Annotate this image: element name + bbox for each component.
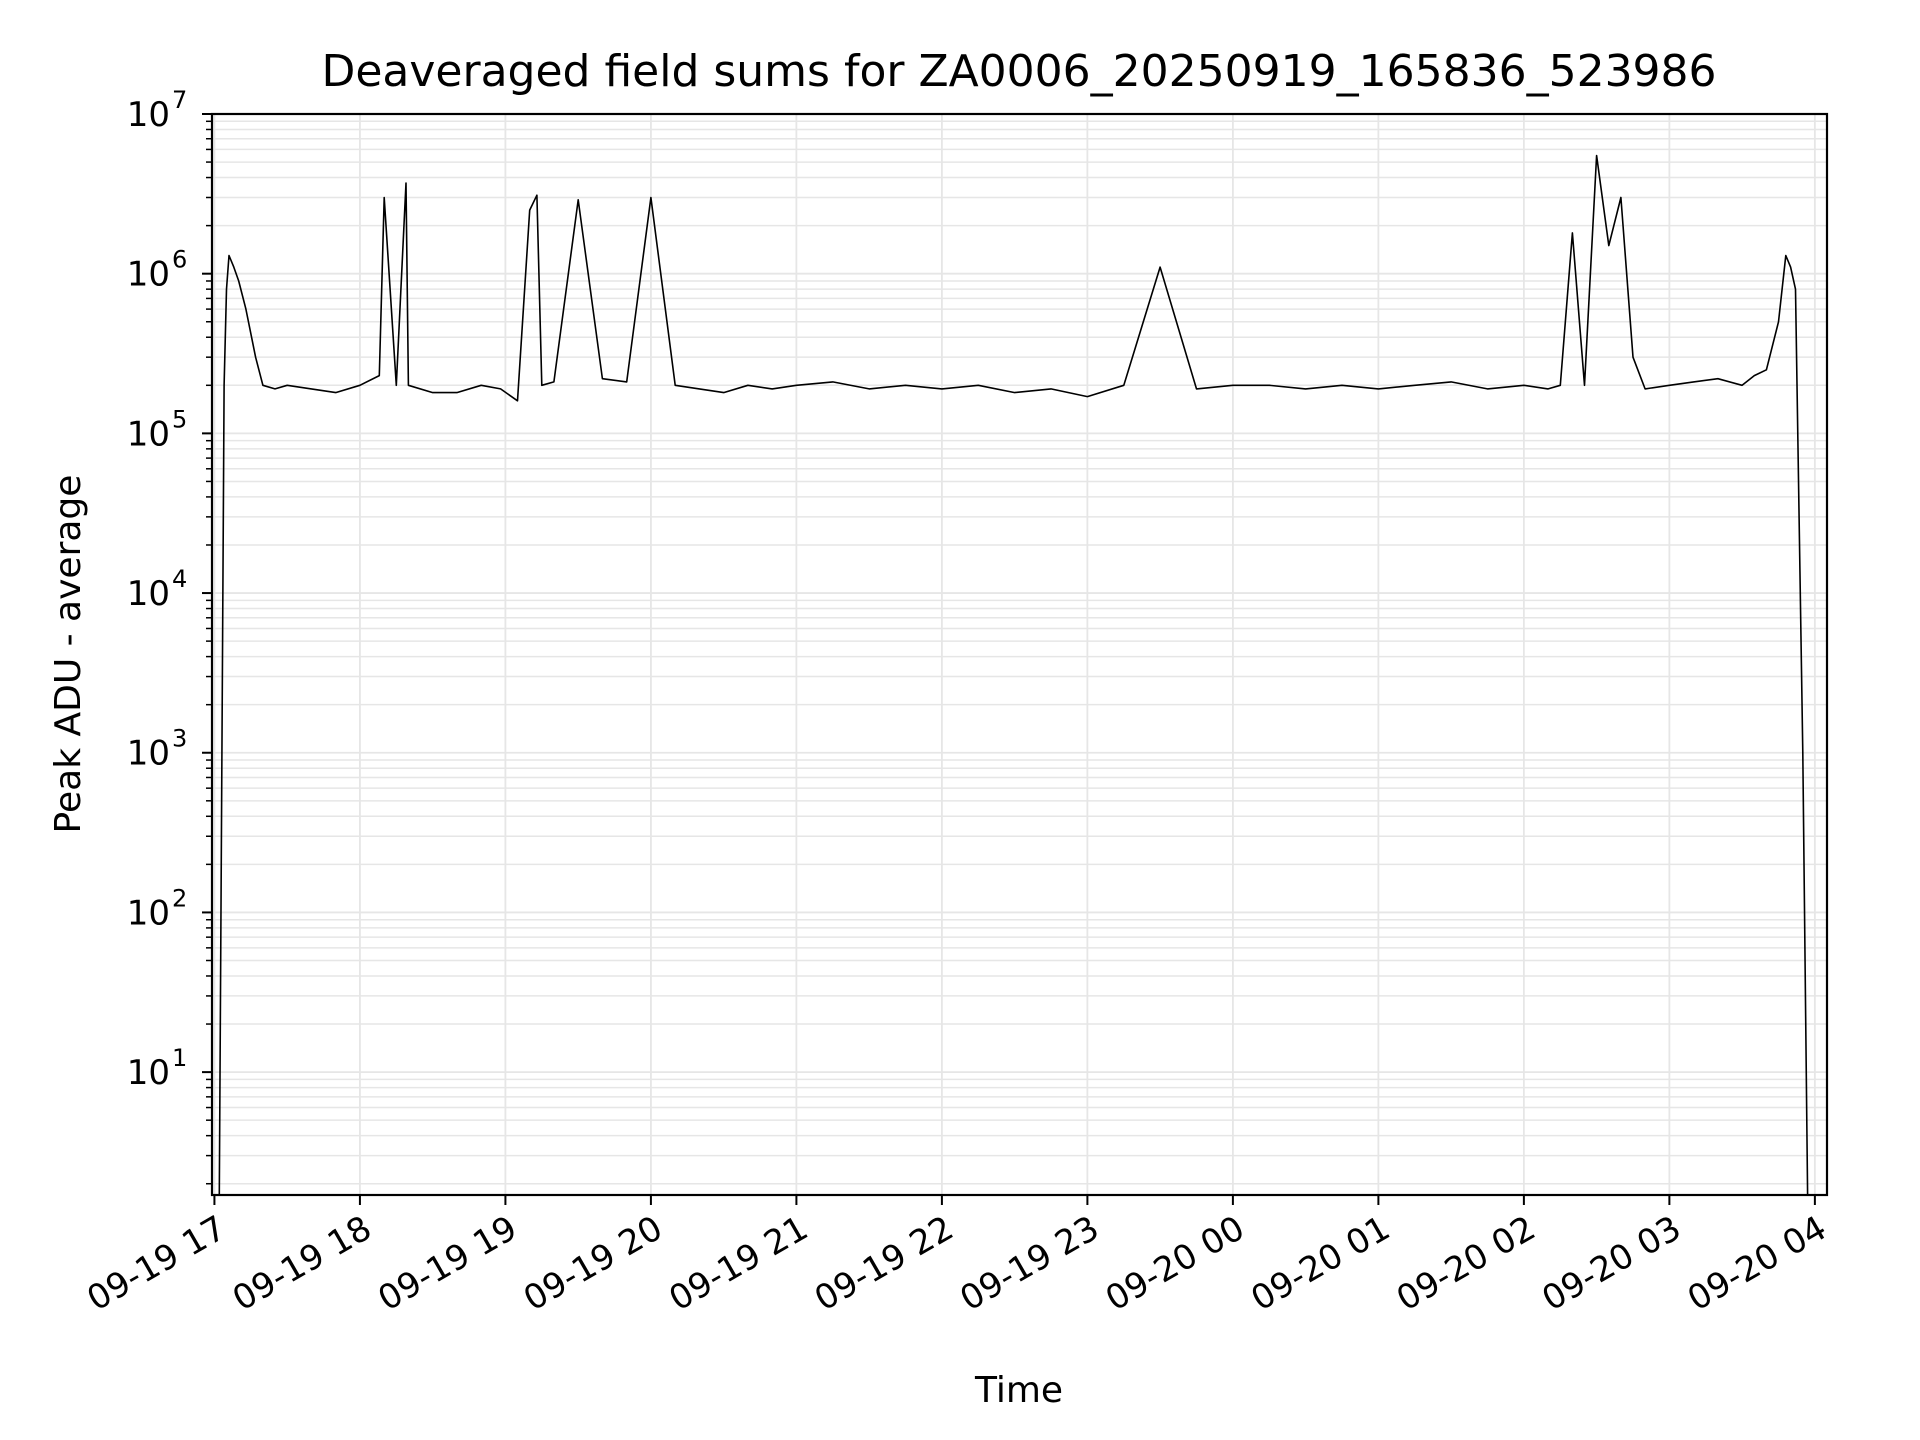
y-tick-label: 10 (127, 1053, 170, 1093)
y-tick-exponent: 3 (172, 725, 187, 753)
plot-frame (210, 112, 1829, 1197)
y-tick-exponent: 5 (172, 405, 187, 433)
y-tick-label: 10 (127, 734, 170, 774)
y-tick-label: 10 (127, 893, 170, 933)
y-axis-label: Peak ADU - average (48, 475, 89, 834)
y-tick-exponent: 2 (172, 884, 187, 912)
y-tick-exponent: 1 (172, 1044, 187, 1072)
y-tick-label: 10 (127, 574, 170, 614)
y-tick-exponent: 6 (172, 246, 187, 274)
y-tick-label: 10 (127, 95, 170, 135)
y-tick-exponent: 4 (172, 565, 187, 593)
y-tick-exponent: 7 (172, 86, 187, 114)
y-tick-label: 10 (127, 255, 170, 295)
series-line (218, 154, 1810, 1196)
series-layer (218, 154, 1810, 1196)
grid-layer (212, 113, 1827, 1195)
chart-title: Deaveraged field sums for ZA0006_2025091… (321, 46, 1716, 97)
y-tick-label: 10 (127, 414, 170, 454)
x-axis-label: Time (974, 1370, 1063, 1411)
